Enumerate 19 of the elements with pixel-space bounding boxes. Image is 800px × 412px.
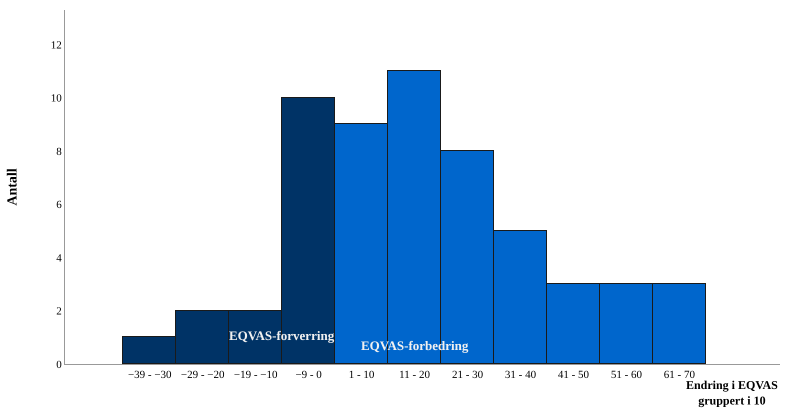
y-tick-label: 2 [56, 306, 62, 318]
y-tick-label: 0 [56, 358, 62, 371]
x-tick-label: 21 - 30 [452, 369, 484, 382]
x-tick-label: 11 - 20 [399, 369, 430, 382]
x-tick-label: 31 - 40 [504, 369, 537, 382]
y-axis-title: Antall [5, 168, 20, 206]
x-tick-label: −19 - −10 [234, 369, 278, 382]
annotation: EQVAS-forverring [229, 328, 335, 343]
y-tick-label: 6 [56, 199, 62, 212]
x-tick-label: 41 - 50 [558, 369, 590, 382]
x-tick-label: −39 - −30 [128, 369, 172, 382]
x-tick-label: 1 - 10 [348, 369, 375, 382]
y-tick-label: 12 [50, 39, 62, 52]
y-tick-label: 4 [56, 252, 62, 264]
x-tick-label: 51 - 60 [610, 369, 642, 382]
y-tick-label: 10 [50, 92, 62, 105]
y-tick-label: 8 [56, 146, 62, 158]
x-tick-label: −29 - −20 [180, 369, 225, 382]
x-tick-label: −9 - 0 [295, 369, 322, 382]
